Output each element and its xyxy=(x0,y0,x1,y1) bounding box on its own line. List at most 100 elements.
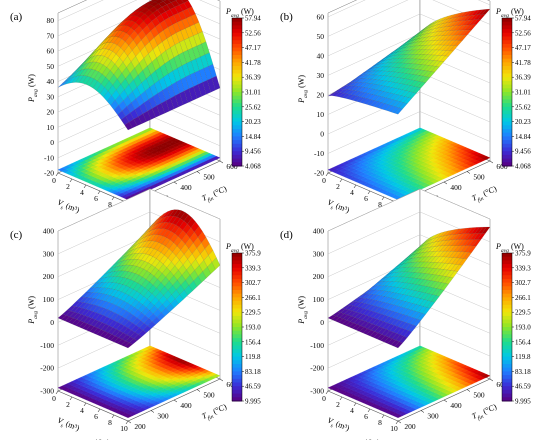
colorbar-segment xyxy=(502,364,512,369)
colorbar-tick-label: 47.17 xyxy=(245,44,261,52)
colorbar-segment xyxy=(232,389,242,395)
z-tick-label: 200 xyxy=(313,272,325,281)
x-tick-label: 4 xyxy=(80,406,84,415)
x-tick-mark xyxy=(83,402,87,407)
colorbar-tick-label: 25.62 xyxy=(245,103,261,111)
colorbar-segment xyxy=(502,25,512,30)
colorbar-segment xyxy=(502,32,512,37)
colorbar-segment xyxy=(232,378,242,383)
colorbar-segment xyxy=(232,92,242,97)
colorbar-segment xyxy=(232,36,242,41)
colorbar-segment xyxy=(232,356,242,361)
colorbar-tick-label: 375.9 xyxy=(515,250,531,258)
colorbar-tick-label: 4.068 xyxy=(245,163,261,171)
colorbar: Pavg (W)57.94 52.56 47.17 41.78 36.39 31.01 25… xyxy=(495,7,531,171)
y-tick-mark xyxy=(150,410,155,413)
colorbar-segment xyxy=(502,47,512,52)
colorbar-segment xyxy=(502,73,512,78)
colorbar-segment xyxy=(232,40,242,45)
colorbar-segment xyxy=(502,386,512,391)
colorbar-segment xyxy=(502,382,512,387)
x-tick-label: 4 xyxy=(80,188,84,197)
z-gridline xyxy=(57,0,221,21)
colorbar-segment xyxy=(502,393,512,398)
surface-cell xyxy=(398,102,408,110)
z-tick-label: 400 xyxy=(313,227,325,236)
colorbar-segment xyxy=(502,77,512,82)
y-tick-mark xyxy=(489,160,494,164)
contour-cell xyxy=(481,156,491,161)
colorbar-segment xyxy=(502,389,512,395)
surface-cell xyxy=(202,266,211,279)
colorbar-segment xyxy=(232,267,242,272)
colorbar-segment xyxy=(232,301,242,306)
z-tick-label: 20 xyxy=(47,108,55,117)
colorbar-segment xyxy=(232,282,242,287)
colorbar-segment xyxy=(502,92,512,97)
colorbar-segment xyxy=(502,66,512,71)
colorbar-segment xyxy=(232,334,242,339)
colorbar-segment xyxy=(232,319,242,324)
colorbar-segment xyxy=(502,121,512,126)
x-tick-mark xyxy=(69,178,73,183)
colorbar-segment xyxy=(502,106,512,111)
z-tick-label: -10 xyxy=(44,153,54,162)
z-tick-label: 60 xyxy=(317,12,325,21)
colorbar-tick-label: 229.5 xyxy=(515,309,531,317)
chart-panel-b: -20-100102030405060024681020030040050060… xyxy=(280,0,531,229)
y-tick-label: 500 xyxy=(473,173,485,182)
colorbar-tick-label: 20.23 xyxy=(515,118,531,126)
colorbar-segment xyxy=(502,143,512,148)
surface-cell xyxy=(394,107,403,115)
panel-label: (c) xyxy=(10,229,23,241)
z-tick-label: -20 xyxy=(314,169,324,178)
colorbar-segment xyxy=(232,290,242,295)
x-tick-mark xyxy=(325,390,329,395)
x-tick-mark xyxy=(381,414,385,419)
x-axis-label: Vs (m³) xyxy=(325,198,351,218)
x-tick-label: 0 xyxy=(52,394,56,403)
colorbar-segment xyxy=(502,103,512,108)
x-tick-label: 2 xyxy=(66,400,70,409)
colorbar-tick-label: 266.1 xyxy=(245,294,261,302)
y-tick-label: 400 xyxy=(450,183,462,192)
y-tick-mark xyxy=(420,410,425,413)
y-axis-label: Tfin (°C) xyxy=(200,402,229,424)
colorbar-segment xyxy=(502,117,512,123)
colorbar-segment xyxy=(502,345,512,350)
surface-cell xyxy=(197,271,207,283)
y-tick-mark xyxy=(173,181,178,185)
z-tick-label: 20 xyxy=(317,90,325,99)
colorbar-segment xyxy=(502,338,512,343)
colorbar-segment xyxy=(232,25,242,30)
x-tick-mark xyxy=(339,396,343,401)
z-tick-label: 50 xyxy=(47,62,55,71)
colorbar-segment xyxy=(502,275,512,280)
x-tick-mark xyxy=(111,196,115,201)
z-tick-label: 0 xyxy=(320,318,324,327)
colorbar-segment xyxy=(502,327,512,332)
y-tick-mark xyxy=(127,420,132,424)
contour-cell xyxy=(211,156,221,161)
colorbar-segment xyxy=(232,297,242,302)
surface-cell xyxy=(193,276,202,288)
z-gridline xyxy=(57,188,221,232)
colorbar-segment xyxy=(232,21,242,26)
colorbar-segment xyxy=(232,62,242,67)
colorbar-segment xyxy=(232,132,242,137)
x-tick-label: 6 xyxy=(94,412,98,421)
colorbar-segment xyxy=(502,367,512,372)
colorbar-segment xyxy=(502,80,512,86)
colorbar-segment xyxy=(232,162,242,167)
colorbar-segment xyxy=(502,140,512,145)
colorbar-tick-label: 25.62 xyxy=(515,103,531,111)
x-axis-label: Vs (m³) xyxy=(325,416,351,436)
colorbar-tick-label: 14.84 xyxy=(245,133,261,141)
x-tick-mark xyxy=(97,190,101,195)
colorbar-segment xyxy=(502,162,512,167)
colorbar-segment xyxy=(232,264,242,269)
colorbar-segment xyxy=(502,260,512,265)
y-tick-label: 500 xyxy=(203,173,215,182)
z-tick-label: 100 xyxy=(43,295,55,304)
x-tick-label: 8 xyxy=(108,418,112,427)
